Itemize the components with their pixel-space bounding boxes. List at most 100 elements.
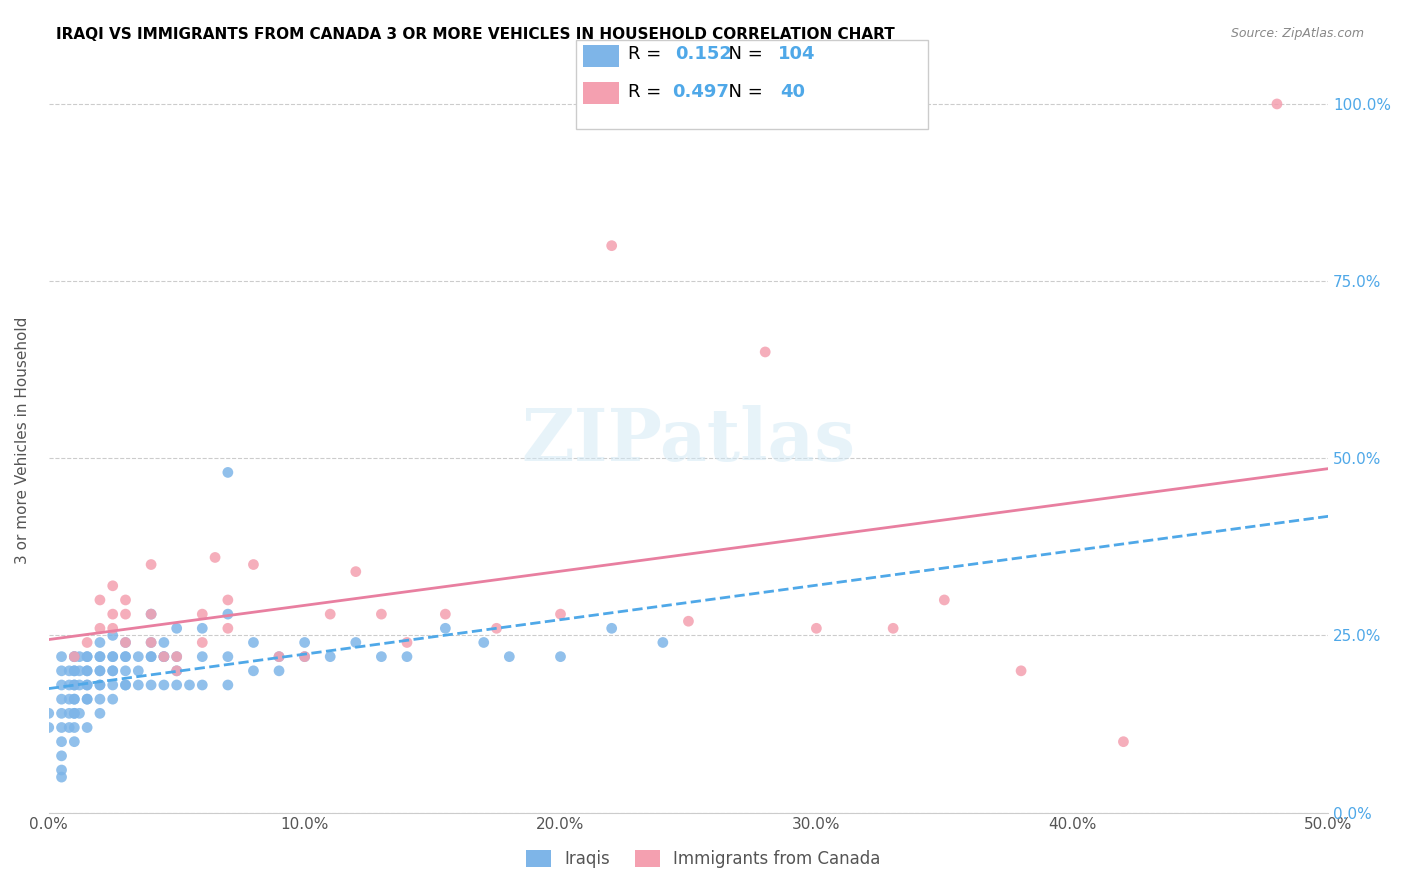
Point [1112, 734, 1135, 748]
Point [191, 607, 214, 621]
Point [51, 734, 73, 748]
Point [370, 607, 392, 621]
Point [76, 664, 98, 678]
Point [166, 664, 188, 678]
Text: N =: N = [717, 45, 769, 62]
Point [294, 649, 316, 664]
Point [51, 721, 73, 735]
Point [63, 664, 86, 678]
Point [434, 607, 457, 621]
Point [139, 649, 162, 664]
Point [51, 664, 73, 678]
Point [395, 649, 418, 664]
Point [166, 678, 188, 692]
Point [217, 649, 239, 664]
Point [127, 649, 149, 664]
Text: Source: ZipAtlas.com: Source: ZipAtlas.com [1230, 27, 1364, 40]
Point [550, 607, 572, 621]
Text: 0.497: 0.497 [672, 83, 728, 101]
Point [69, 649, 91, 664]
Point [472, 635, 495, 649]
Point [370, 649, 392, 664]
Point [179, 678, 201, 692]
Point [76, 692, 98, 706]
Point [294, 635, 316, 649]
Point [51, 692, 73, 706]
Text: IRAQI VS IMMIGRANTS FROM CANADA 3 OR MORE VEHICLES IN HOUSEHOLD CORRELATION CHAR: IRAQI VS IMMIGRANTS FROM CANADA 3 OR MOR… [56, 27, 896, 42]
Point [63, 721, 86, 735]
Point [191, 649, 214, 664]
Point [76, 649, 98, 664]
Point [101, 649, 124, 664]
Point [63, 678, 86, 692]
Point [51, 706, 73, 721]
Point [139, 607, 162, 621]
Point [1010, 664, 1032, 678]
Point [114, 593, 136, 607]
Point [114, 678, 136, 692]
Point [319, 607, 342, 621]
Text: 0.152: 0.152 [675, 45, 731, 62]
Point [114, 607, 136, 621]
Point [76, 692, 98, 706]
Point [89, 621, 111, 635]
Y-axis label: 3 or more Vehicles in Household: 3 or more Vehicles in Household [15, 317, 30, 565]
Point [934, 593, 956, 607]
Point [58, 721, 80, 735]
Point [395, 635, 418, 649]
Point [139, 649, 162, 664]
Point [139, 635, 162, 649]
Text: 40: 40 [780, 83, 806, 101]
Point [127, 664, 149, 678]
Point [89, 664, 111, 678]
Point [882, 621, 904, 635]
Point [1265, 97, 1288, 112]
Point [678, 614, 700, 628]
Point [89, 635, 111, 649]
Point [89, 593, 111, 607]
Point [114, 635, 136, 649]
Point [217, 466, 239, 480]
Point [51, 649, 73, 664]
Point [76, 678, 98, 692]
Point [89, 678, 111, 692]
Point [76, 649, 98, 664]
Point [114, 635, 136, 649]
Point [63, 649, 86, 664]
Point [153, 649, 176, 664]
Point [38, 721, 60, 735]
Point [63, 692, 86, 706]
Point [191, 678, 214, 692]
Point [89, 678, 111, 692]
Point [485, 621, 508, 635]
Point [69, 664, 91, 678]
Point [76, 721, 98, 735]
Point [153, 678, 176, 692]
Point [63, 649, 86, 664]
Point [63, 664, 86, 678]
Point [127, 678, 149, 692]
Point [101, 628, 124, 642]
Point [217, 678, 239, 692]
Point [600, 621, 623, 635]
Point [63, 706, 86, 721]
Point [51, 763, 73, 777]
Point [267, 649, 290, 664]
Point [58, 692, 80, 706]
Point [651, 635, 673, 649]
Point [191, 621, 214, 635]
Point [204, 550, 226, 565]
Point [242, 664, 264, 678]
Point [101, 649, 124, 664]
Point [139, 678, 162, 692]
Point [114, 664, 136, 678]
Point [344, 635, 367, 649]
Point [89, 649, 111, 664]
Point [89, 706, 111, 721]
Point [166, 649, 188, 664]
Point [51, 770, 73, 784]
Point [114, 678, 136, 692]
Point [89, 649, 111, 664]
Point [51, 748, 73, 763]
Point [242, 558, 264, 572]
